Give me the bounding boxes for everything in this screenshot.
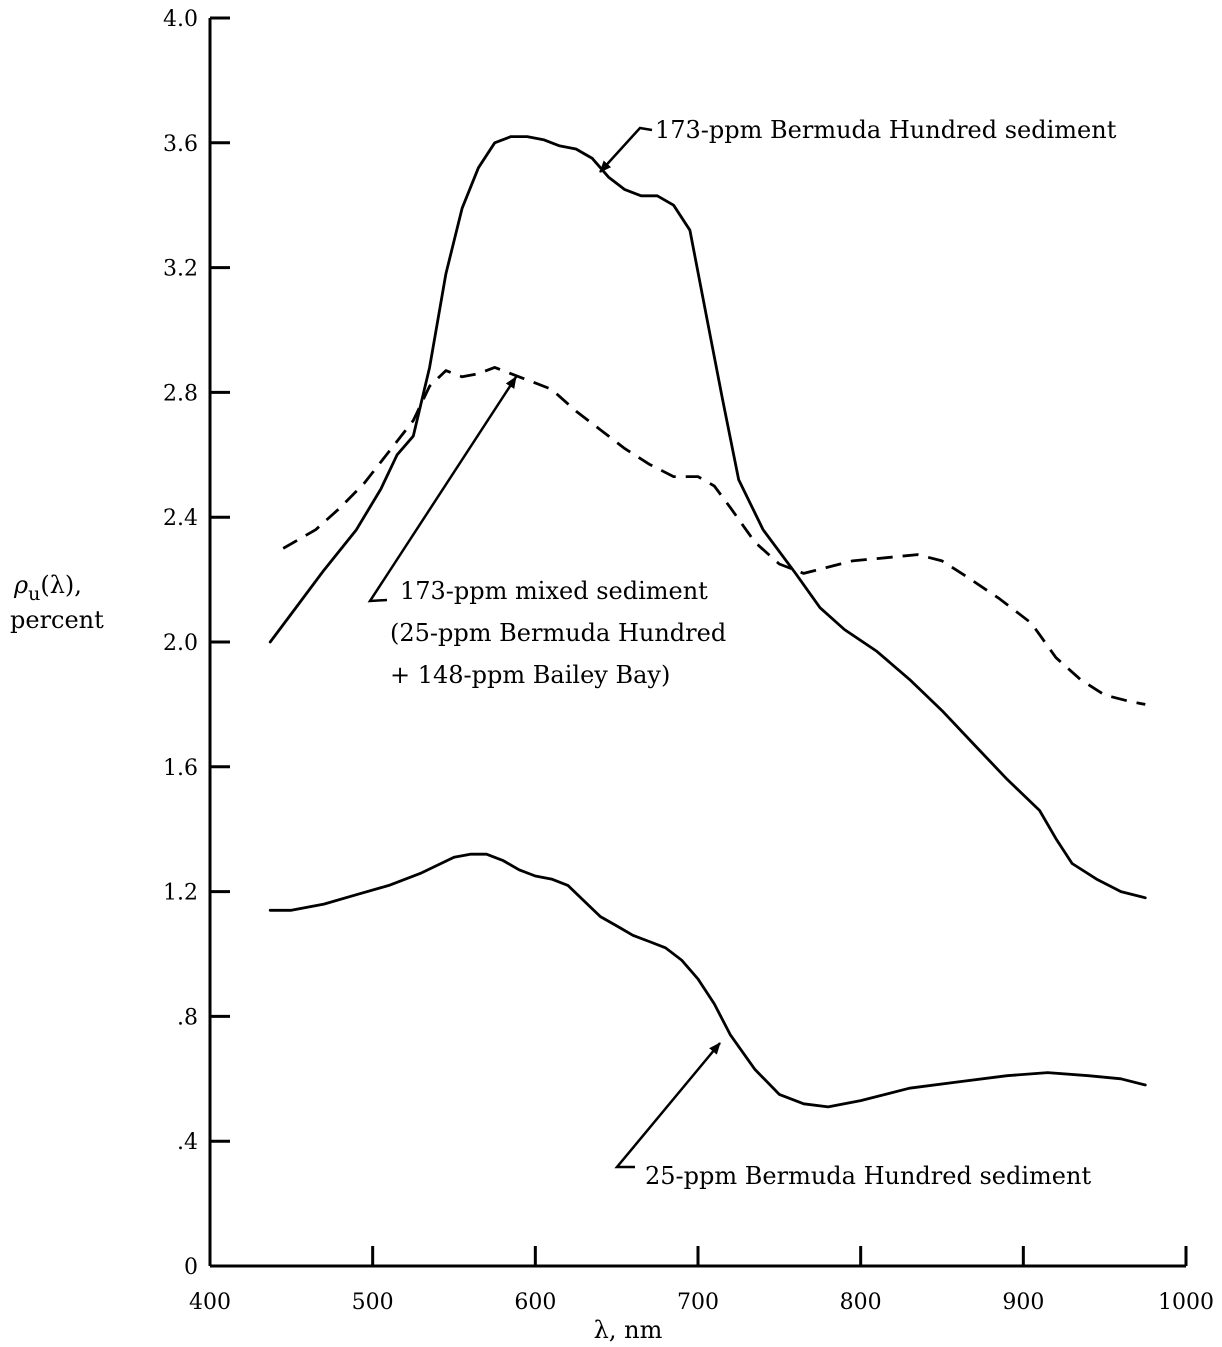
y-tick-label: 2.8 xyxy=(163,381,198,406)
y-tick-label: .4 xyxy=(177,1130,198,1155)
series-line-3 xyxy=(268,852,1147,1109)
annotation-25ppm-bermuda-text: 25-ppm Bermuda Hundred sediment xyxy=(645,1162,1091,1190)
x-tick-label: 700 xyxy=(677,1290,719,1315)
y-axis-unit: percent xyxy=(10,606,104,634)
annotation-173ppm-bermuda-leader xyxy=(599,126,653,173)
x-tick-label: 600 xyxy=(514,1290,556,1315)
annotation-173ppm-mixed-line3: + 148-ppm Bailey Bay) xyxy=(390,661,670,689)
annotation-173ppm-mixed-line1: 173-ppm mixed sediment xyxy=(400,577,708,605)
series-line-2 xyxy=(282,366,1146,706)
series-group xyxy=(268,135,1147,1109)
y-ticks xyxy=(210,16,230,1143)
y-tick-label: 3.2 xyxy=(163,257,198,282)
x-ticks xyxy=(371,1246,1188,1266)
y-tick-label: 2.0 xyxy=(163,631,198,656)
x-tick-label: 1000 xyxy=(1158,1290,1214,1315)
y-tick-label: 0 xyxy=(184,1255,198,1280)
x-axis-title: λ, nm xyxy=(594,1316,663,1344)
annotation-173ppm-mixed: 173-ppm mixed sediment (25-ppm Bermuda H… xyxy=(367,376,726,689)
y-axis-symbol: ρ xyxy=(13,571,28,599)
y-tick-label: 4.0 xyxy=(163,7,198,32)
y-tick-label: 2.4 xyxy=(163,506,198,531)
svg-text:ρu(λ),: ρu(λ), xyxy=(13,571,82,605)
annotation-25ppm-bermuda-leader xyxy=(614,1042,721,1169)
annotation-173ppm-mixed-leader xyxy=(367,376,518,603)
x-tick-label: 800 xyxy=(840,1290,882,1315)
series-line-1 xyxy=(268,135,1147,900)
y-tick-label: 3.6 xyxy=(163,132,198,157)
y-axis-title: ρu(λ), percent xyxy=(10,571,104,634)
x-tick-labels: 400 500 600 700 800 900 1000 xyxy=(189,1290,1214,1315)
y-axis-subscript: u xyxy=(28,583,40,605)
annotation-173ppm-bermuda-text: 173-ppm Bermuda Hundred sediment xyxy=(655,116,1117,144)
y-tick-label: .8 xyxy=(177,1005,198,1030)
x-tick-label: 900 xyxy=(1002,1290,1044,1315)
annotation-173ppm-bermuda: 173-ppm Bermuda Hundred sediment xyxy=(599,116,1117,173)
y-tick-label: 1.6 xyxy=(163,756,198,781)
x-tick-label: 400 xyxy=(189,1290,231,1315)
y-axis-suffix: (λ), xyxy=(40,571,82,599)
annotations: 173-ppm Bermuda Hundred sediment 173-ppm… xyxy=(367,116,1117,1190)
annotation-25ppm-bermuda: 25-ppm Bermuda Hundred sediment xyxy=(614,1042,1091,1190)
y-tick-labels: 0 .4 .8 1.2 1.6 2.0 2.4 2.8 3.2 3.6 4.0 xyxy=(163,7,198,1280)
y-tick-label: 1.2 xyxy=(163,881,198,906)
x-tick-label: 500 xyxy=(352,1290,394,1315)
annotation-173ppm-mixed-line2: (25-ppm Bermuda Hundred xyxy=(390,619,726,647)
